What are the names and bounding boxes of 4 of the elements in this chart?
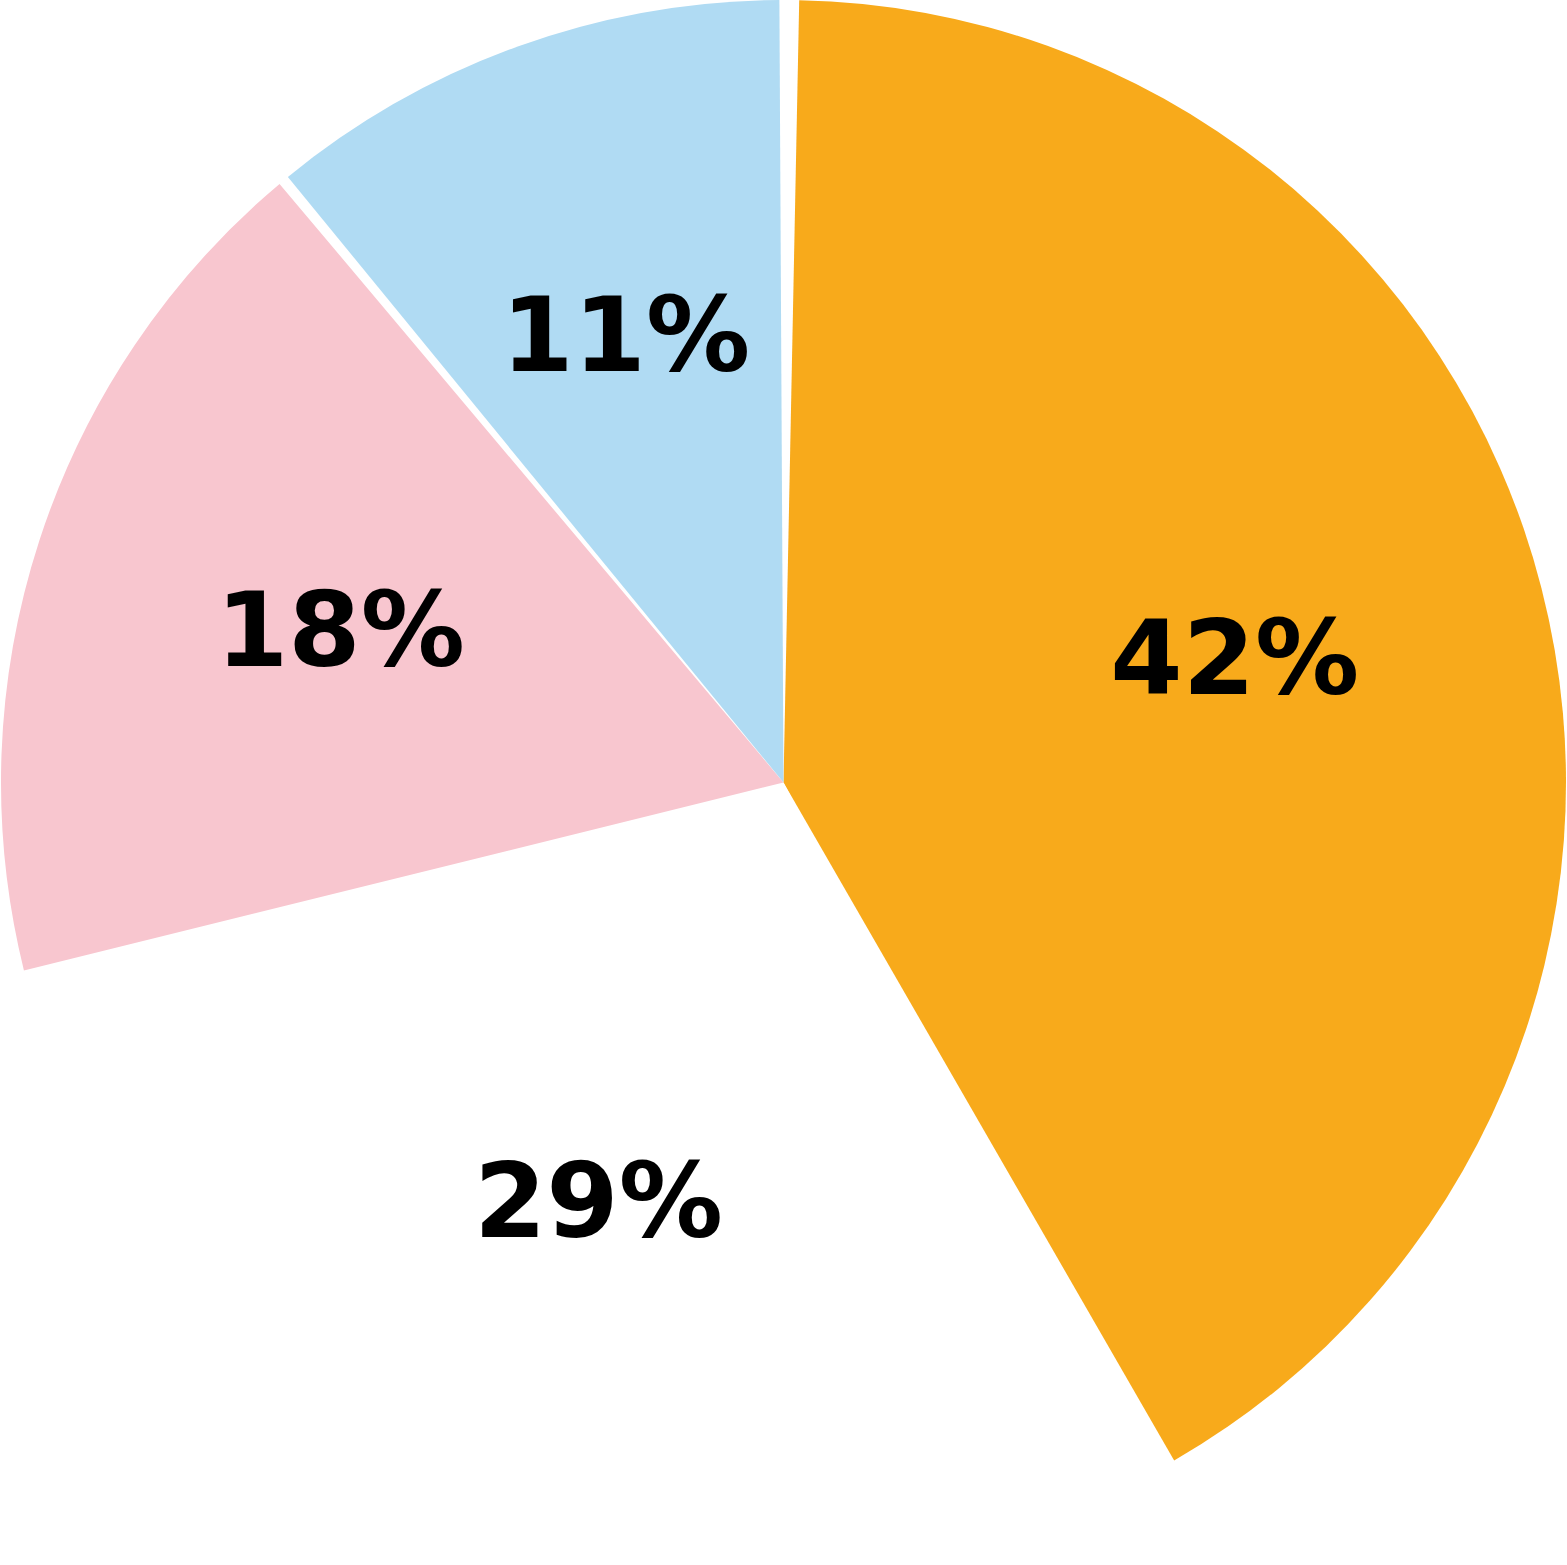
data-label: 29% (474, 1140, 723, 1263)
data-label: 42% (1110, 596, 1360, 719)
data-label: 18% (215, 568, 465, 691)
data-label: 11% (501, 274, 751, 397)
